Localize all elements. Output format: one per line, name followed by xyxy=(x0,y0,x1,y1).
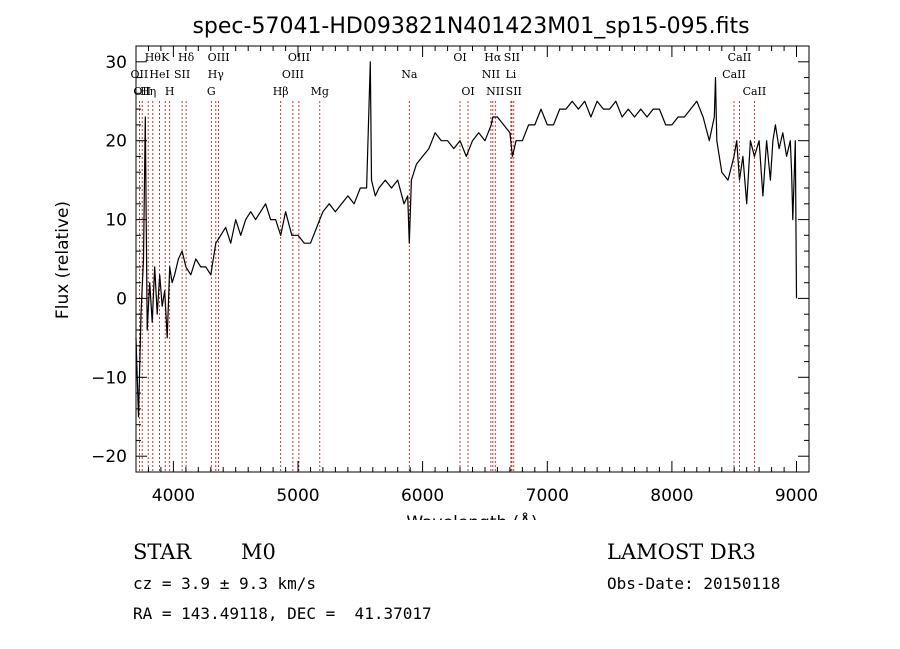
line-marker-label: CaII xyxy=(728,51,752,64)
spectrum-chart: spec-57041-HD093821N401423M01_sp15-095.f… xyxy=(53,14,818,520)
line-marker-label: OI xyxy=(453,51,466,64)
line-marker-label: OII xyxy=(131,68,149,81)
x-tick-label: 6000 xyxy=(401,486,444,506)
y-axis-label: Flux (relative) xyxy=(53,201,73,319)
object-subclass: M0 xyxy=(241,540,276,564)
line-marker-label: K xyxy=(161,51,170,64)
line-marker-label: G xyxy=(207,85,216,98)
line-marker-label: Hθ xyxy=(145,51,162,64)
line-marker-label: SII xyxy=(506,85,522,98)
x-tick-label: 7000 xyxy=(526,486,569,506)
axis-ticks xyxy=(136,46,809,472)
line-marker-label: OII xyxy=(133,85,151,98)
x-tick-label: 5000 xyxy=(276,486,319,506)
line-marker-label: OI xyxy=(461,85,474,98)
y-tick-label: 0 xyxy=(116,289,127,309)
line-marker-label: NII xyxy=(482,68,500,81)
ra-dec: RA = 143.49118, DEC = 41.37017 xyxy=(133,604,432,623)
line-marker-label: Hη xyxy=(140,85,156,98)
object-class: STAR xyxy=(133,540,192,564)
line-marker-label: NII xyxy=(486,85,504,98)
y-tick-label: −10 xyxy=(91,368,127,388)
line-marker-label: SII xyxy=(504,51,520,64)
line-markers xyxy=(138,101,755,472)
line-marker-label: HeI xyxy=(149,68,169,81)
chart-title: spec-57041-HD093821N401423M01_sp15-095.f… xyxy=(192,14,749,39)
obs-date: Obs-Date: 20150118 xyxy=(607,574,781,593)
line-marker-label: Hβ xyxy=(273,85,289,98)
y-tick-label: 30 xyxy=(105,53,127,73)
y-tick-label: 10 xyxy=(105,211,127,231)
line-marker-label: H xyxy=(165,85,175,98)
line-marker-label: OIII xyxy=(282,68,304,81)
line-marker-label: CaII xyxy=(743,85,767,98)
plot-frame xyxy=(135,45,810,473)
spectrum-line xyxy=(135,61,798,418)
y-tick-label: −20 xyxy=(91,447,127,467)
line-marker-label: OIII xyxy=(208,51,230,64)
line-marker-label: CaII xyxy=(722,68,746,81)
redshift-cz: cz = 3.9 ± 9.3 km/s xyxy=(133,574,317,593)
x-axis-label: Wavelength (Å) xyxy=(406,511,537,520)
line-marker-label: Hδ xyxy=(178,51,195,64)
line-marker-label: Na xyxy=(401,68,418,81)
line-marker-label: Hα xyxy=(484,51,502,64)
y-tick-label: 20 xyxy=(105,132,127,152)
survey-name: LAMOST DR3 xyxy=(607,540,756,564)
x-tick-label: 4000 xyxy=(152,486,195,506)
line-marker-label: Mg xyxy=(311,85,329,98)
line-marker-label: OIII xyxy=(288,51,310,64)
line-marker-label: Li xyxy=(505,68,516,81)
x-tick-label: 9000 xyxy=(775,486,818,506)
line-marker-labels: OIIOIIHηHθHeIKHSIIHδGHγOIIIHβOIIIOIIIMgN… xyxy=(131,51,767,98)
line-marker-label: Hγ xyxy=(208,68,225,81)
line-marker-label: SII xyxy=(174,68,190,81)
x-tick-label: 8000 xyxy=(650,486,693,506)
axis-tick-labels: 4000 5000 6000 7000 8000 9000 −20 −10 0 10 20 30 xyxy=(91,53,818,506)
